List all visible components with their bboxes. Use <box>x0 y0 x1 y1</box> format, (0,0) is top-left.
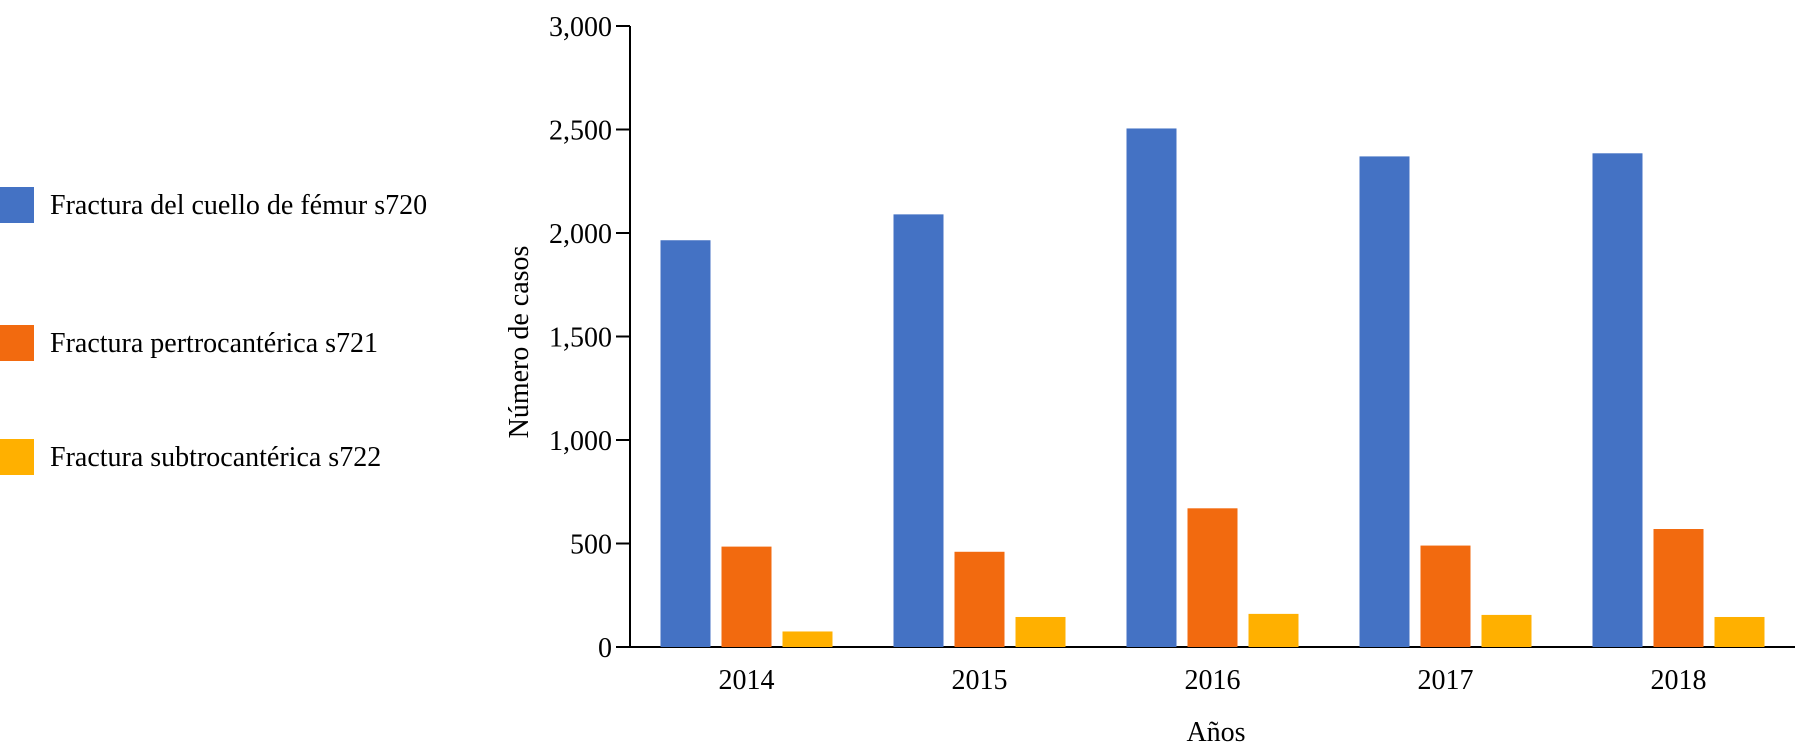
bar-2015-series-2 <box>954 551 1005 647</box>
x-tick-label: 2015 <box>952 665 1008 696</box>
bar-2014-series-3 <box>782 631 833 647</box>
legend-item-subtrochanteric: Fractura subtrocantérica s722 <box>0 439 470 477</box>
bar-2018-series-1 <box>1592 153 1643 647</box>
bar-2015-series-3 <box>1015 616 1066 647</box>
x-tick-label: 2017 <box>1418 665 1474 696</box>
y-tick-label: 1,000 <box>549 426 612 457</box>
legend-item-femoral-neck: Fractura del cuello de fémur s720 <box>0 187 470 225</box>
x-axis: 2014 2015 2016 2017 2018 <box>630 646 1795 696</box>
legend-swatch-subtrochanteric <box>0 439 34 475</box>
legend-label-femoral-neck: Fractura del cuello de fémur s720 <box>50 190 428 221</box>
x-axis-title: Años <box>1186 717 1245 748</box>
bar-2016-series-1 <box>1126 128 1177 648</box>
x-tick-label: 2018 <box>1651 665 1707 696</box>
y-tick-label: 1,500 <box>549 323 612 354</box>
bar-2018-series-3 <box>1714 616 1765 647</box>
y-tick-label: 0 <box>598 633 612 664</box>
legend-label-pertrochanteric: Fractura pertrocantérica s721 <box>50 328 379 359</box>
y-tick-label: 2,000 <box>549 219 612 250</box>
y-tick-label: 2,500 <box>549 116 612 147</box>
bar-2014-series-1 <box>660 240 711 647</box>
bar-2017-series-1 <box>1359 156 1410 647</box>
y-axis-title: Número de casos <box>504 246 535 439</box>
bars <box>660 128 1765 648</box>
bar-2016-series-3 <box>1248 613 1299 647</box>
bar-2016-series-2 <box>1187 508 1238 647</box>
legend-swatch-pertrochanteric <box>0 325 34 361</box>
bar-2015-series-1 <box>893 214 944 647</box>
y-axis: 0 500 1,000 1,500 2,000 2,500 3,000 <box>549 12 631 664</box>
legend-swatch-femoral-neck <box>0 187 34 223</box>
x-tick-label: 2016 <box>1185 665 1241 696</box>
bar-2017-series-2 <box>1420 545 1471 647</box>
bar-2018-series-2 <box>1653 529 1704 647</box>
bar-2014-series-2 <box>721 546 772 647</box>
legend-label-subtrochanteric: Fractura subtrocantérica s722 <box>50 442 382 473</box>
y-tick-label: 500 <box>570 530 612 561</box>
bar-2017-series-3 <box>1481 614 1532 647</box>
x-tick-label: 2014 <box>719 665 775 696</box>
legend-item-pertrochanteric: Fractura pertrocantérica s721 <box>0 325 470 363</box>
y-tick-label: 3,000 <box>549 12 612 43</box>
legend: Fractura del cuello de fémur s720 Fractu… <box>0 0 480 754</box>
